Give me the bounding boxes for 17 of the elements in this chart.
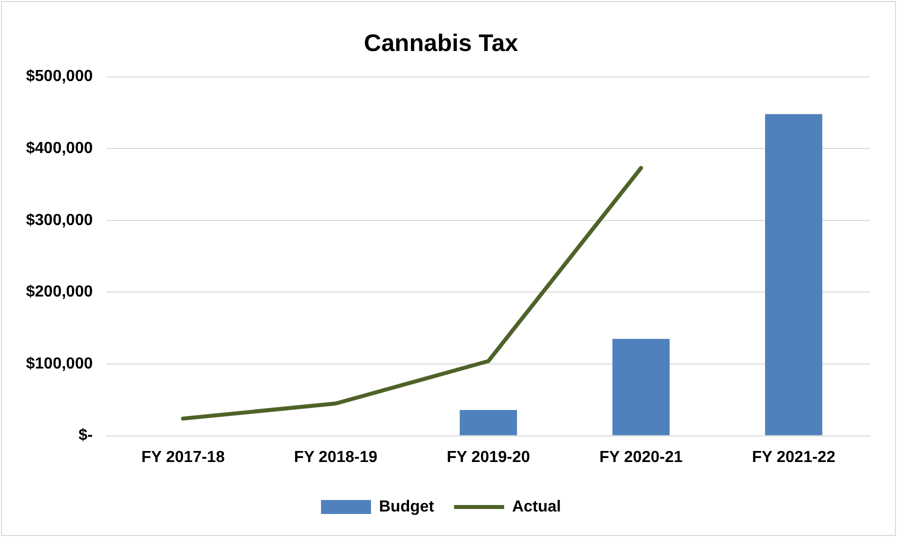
y-tick-label: $-	[78, 427, 93, 444]
y-tick-label: $100,000	[26, 355, 93, 372]
legend-label: Budget	[379, 498, 435, 516]
y-tick-label: $300,000	[26, 212, 93, 229]
x-tick-label: FY 2019-20	[446, 448, 530, 466]
x-tick-label: FY 2017-18	[141, 448, 225, 466]
y-tick-label: $500,000	[26, 68, 93, 86]
x-tick-label: FY 2021-22	[752, 448, 836, 466]
bar	[612, 338, 670, 436]
bar	[460, 410, 517, 436]
y-tick-label: $200,000	[26, 284, 93, 301]
chart-title: Cannabis Tax	[364, 30, 519, 58]
bar	[765, 114, 822, 436]
legend-label: Actual	[512, 498, 562, 516]
y-tick-label: $400,000	[26, 140, 93, 158]
x-tick-label: FY 2018-19	[294, 448, 378, 466]
x-tick-label: FY 2020-21	[599, 448, 683, 466]
